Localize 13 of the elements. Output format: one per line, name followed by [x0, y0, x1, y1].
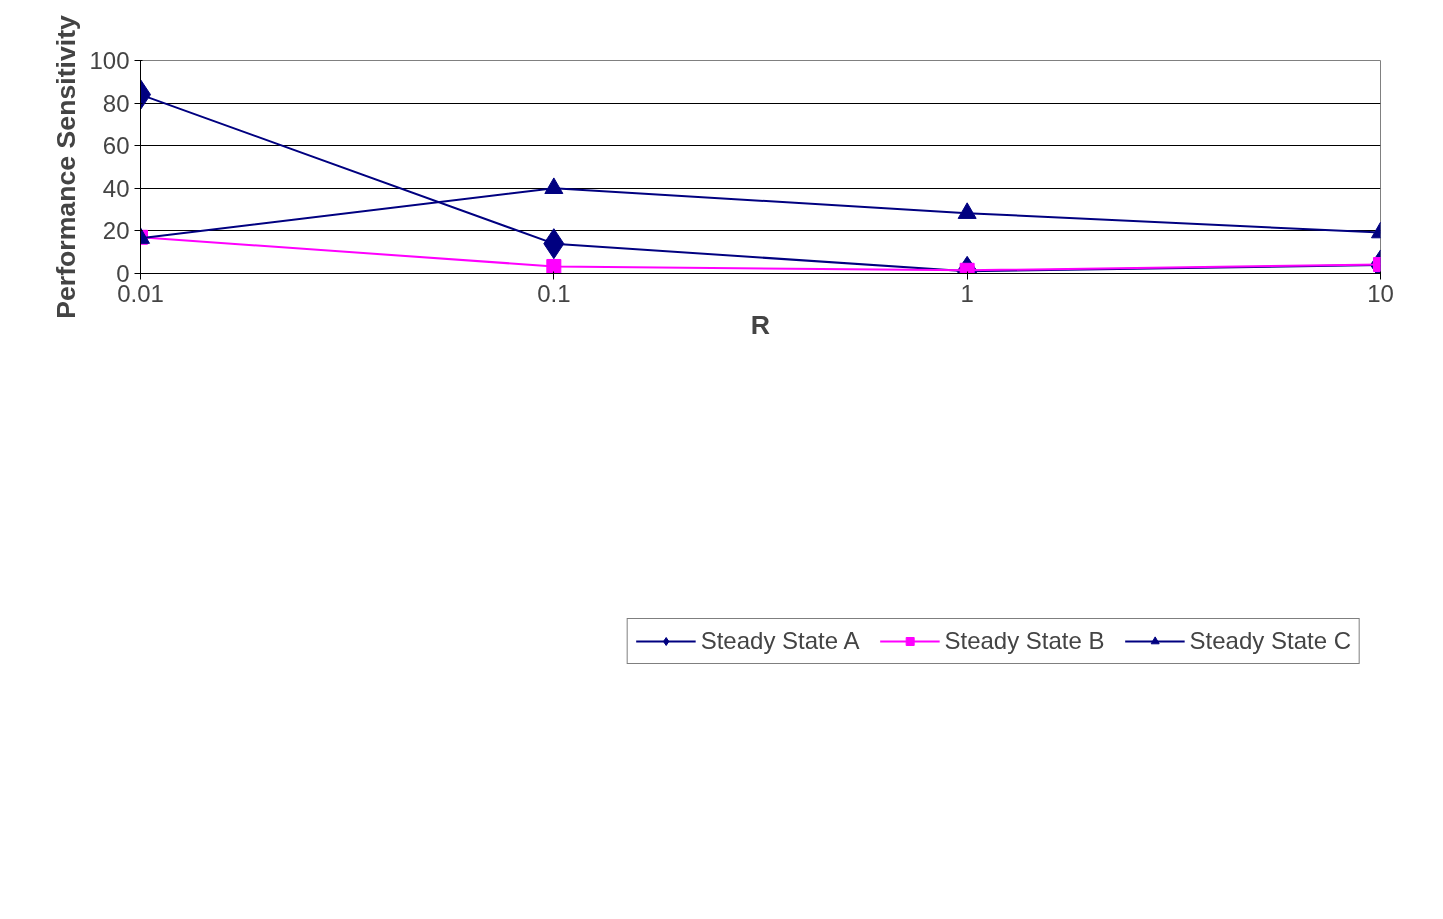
legend-label: Steady State A: [700, 627, 860, 655]
y-tick-label: 40: [102, 174, 130, 202]
y-tick-label: 60: [102, 132, 130, 160]
legend-label: Steady State B: [944, 627, 1105, 655]
legend-label: Steady State C: [1189, 627, 1351, 655]
y-axis-title: Performance Sensitivity: [51, 14, 82, 319]
y-tick-label: 100: [89, 47, 130, 74]
x-tick-label: 0.1: [537, 279, 571, 307]
x-tick-label: 1: [960, 279, 974, 307]
x-tick-label: 10: [1367, 279, 1394, 307]
y-tick-label: 20: [102, 217, 130, 245]
x-axis-title: R: [750, 309, 771, 340]
y-tick-label: 80: [102, 89, 130, 117]
